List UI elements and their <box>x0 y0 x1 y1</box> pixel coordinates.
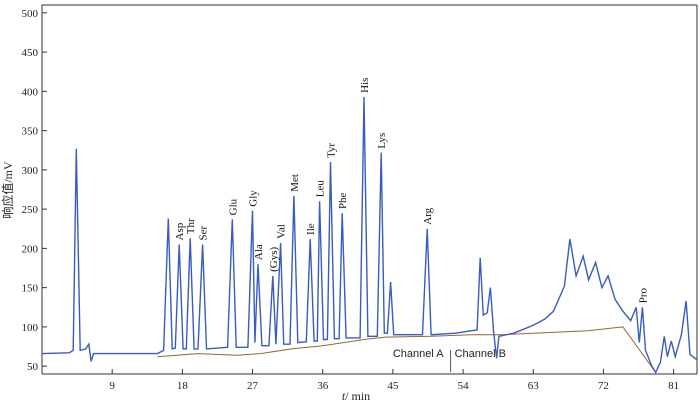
y-ticks: 50 100 150 200 250 300 350 400 450 500 <box>22 8 47 373</box>
x-axis-label: t/ min <box>342 389 370 403</box>
y-tick-label: 200 <box>22 243 39 255</box>
peak-label-glu: Glu <box>227 198 239 215</box>
peak-label-ile: Ile <box>305 223 317 235</box>
y-axis-label: 响应值/mV <box>0 161 15 219</box>
peak-label-ser: Ser <box>198 225 210 240</box>
y-tick-label: 500 <box>22 8 39 20</box>
peak-label-his: His <box>359 78 371 93</box>
channel-b-label: Channel B <box>455 348 506 360</box>
integration-baseline <box>157 326 657 373</box>
peak-label-lys: Lys <box>376 133 388 149</box>
signal-trace <box>41 96 698 374</box>
x-tick-label: 72 <box>598 380 609 392</box>
y-tick-label: 50 <box>27 361 39 373</box>
peak-label-phe: Phe <box>337 192 349 209</box>
x-tick-label: 45 <box>387 380 399 392</box>
channel-marker: Channel A Channel B <box>393 348 506 372</box>
x-axis-label-symbol: t <box>342 389 346 403</box>
y-tick-label: 300 <box>22 165 39 177</box>
peak-label-leu: Leu <box>315 180 327 198</box>
peak-label-val: Val <box>276 224 288 239</box>
x-tick-label: 9 <box>109 380 115 392</box>
y-tick-label: 100 <box>22 322 39 334</box>
y-tick-label: 350 <box>22 126 39 138</box>
x-axis-label-unit: / min <box>345 389 370 403</box>
peak-label-met: Met <box>289 174 301 192</box>
y-tick-label: 150 <box>22 283 39 295</box>
y-tick-label: 250 <box>22 204 39 216</box>
y-tick-label: 400 <box>22 86 39 98</box>
x-tick-label: 36 <box>317 380 329 392</box>
x-tick-label: 18 <box>177 380 189 392</box>
peak-label-tyr: Tyr <box>326 143 338 158</box>
y-tick-label: 450 <box>22 47 39 59</box>
peak-label-thr: Thr <box>185 218 197 234</box>
x-ticks: 9 18 27 36 45 54 63 72 81 <box>109 369 679 392</box>
peak-label-gys: (Gys) <box>268 246 280 271</box>
peak-label-arg: Arg <box>422 207 434 224</box>
peak-label-ala: Ala <box>253 244 265 260</box>
x-tick-label: 27 <box>247 380 259 392</box>
plot-frame <box>41 4 698 375</box>
x-tick-label: 54 <box>458 380 470 392</box>
peak-label-gly: Gly <box>248 190 260 207</box>
x-tick-label: 81 <box>668 380 679 392</box>
peak-label-pro: Pro <box>637 287 649 303</box>
channel-a-label: Channel A <box>393 348 444 360</box>
x-tick-label: 63 <box>528 380 540 392</box>
peak-label-asp: Asp <box>174 222 186 240</box>
